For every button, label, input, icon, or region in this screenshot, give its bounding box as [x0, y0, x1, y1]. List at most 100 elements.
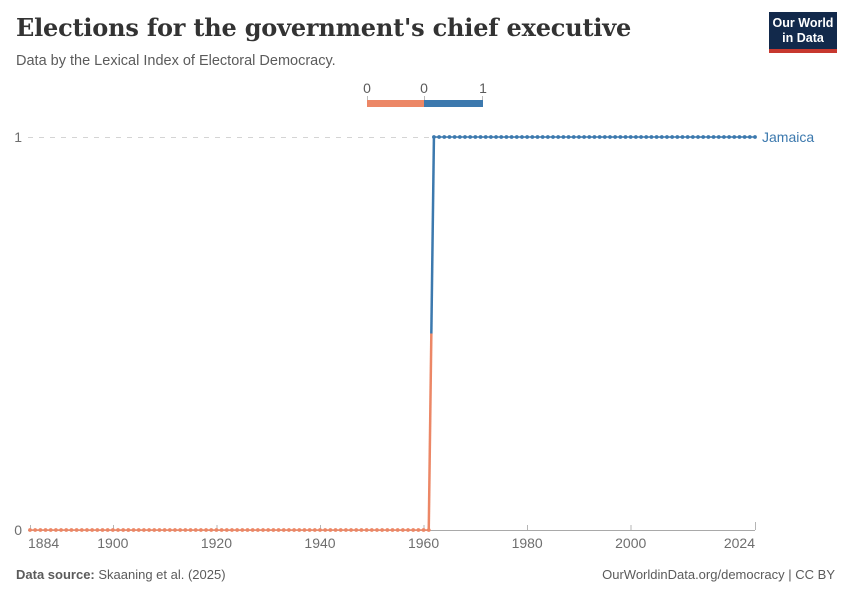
transition-line	[430, 136, 436, 334]
data-point	[421, 528, 426, 532]
data-point	[343, 528, 348, 532]
data-point	[411, 528, 416, 532]
chart-footer: Data source: Skaaning et al. (2025) OurW…	[16, 567, 835, 582]
data-point	[90, 528, 95, 532]
data-point	[659, 135, 664, 139]
data-point	[95, 528, 100, 532]
data-point	[706, 135, 711, 139]
data-point	[582, 135, 587, 139]
legend-tick	[367, 96, 368, 100]
legend-label-2: 1	[479, 80, 487, 96]
data-point	[395, 528, 400, 532]
data-source-label: Data source:	[16, 567, 95, 582]
data-point	[577, 135, 581, 139]
page-title: Elections for the government's chief exe…	[16, 13, 632, 42]
transition-line	[427, 333, 433, 531]
data-point	[654, 135, 659, 139]
data-point	[297, 528, 302, 532]
data-point	[665, 135, 669, 139]
data-point	[644, 135, 649, 139]
data-point	[276, 528, 281, 532]
legend-tick	[482, 96, 483, 100]
data-point	[504, 135, 509, 139]
data-point	[359, 528, 364, 532]
data-point	[385, 528, 390, 532]
data-point	[520, 135, 524, 139]
data-point	[147, 528, 152, 532]
data-point	[530, 135, 535, 139]
data-point	[711, 135, 716, 139]
data-point	[33, 528, 38, 532]
data-point	[613, 135, 618, 139]
data-point	[142, 528, 146, 532]
x-tick-label: 1960	[408, 535, 439, 551]
data-point	[333, 528, 338, 532]
data-point	[742, 135, 747, 139]
data-point	[193, 528, 198, 532]
data-point	[74, 528, 79, 532]
owid-logo-line2: in Data	[782, 31, 824, 45]
data-point	[375, 528, 379, 532]
data-point	[43, 528, 48, 532]
data-point	[447, 135, 452, 139]
data-point	[473, 135, 478, 139]
data-point	[437, 135, 442, 139]
data-point	[390, 528, 395, 532]
data-point	[545, 135, 550, 139]
data-point	[690, 135, 695, 139]
data-point	[722, 135, 726, 139]
data-point	[261, 528, 265, 532]
data-point	[618, 135, 623, 139]
data-point	[157, 528, 162, 532]
data-point	[121, 528, 126, 532]
legend-bin-0[interactable]	[367, 100, 424, 107]
data-point	[204, 528, 208, 532]
data-point	[514, 135, 519, 139]
data-source: Data source: Skaaning et al. (2025)	[16, 567, 226, 582]
data-point	[235, 528, 240, 532]
data-point	[240, 528, 245, 532]
data-point	[271, 528, 276, 532]
data-point	[292, 528, 297, 532]
owid-link[interactable]: OurWorldinData.org/democracy | CC BY	[602, 567, 835, 582]
x-tick-label: 2000	[615, 535, 646, 551]
data-point	[188, 528, 193, 532]
data-point	[675, 135, 680, 139]
data-point	[628, 135, 633, 139]
data-point	[178, 528, 183, 532]
data-point	[85, 528, 89, 532]
data-point	[349, 528, 353, 532]
data-point	[488, 135, 493, 139]
data-point	[452, 135, 457, 139]
data-point	[432, 135, 436, 139]
data-point	[571, 135, 576, 139]
data-point	[608, 135, 612, 139]
page-subtitle: Data by the Lexical Index of Electoral D…	[16, 53, 336, 69]
legend-bin-1[interactable]	[424, 100, 483, 107]
data-point	[105, 528, 110, 532]
data-point	[623, 135, 628, 139]
data-point	[380, 528, 385, 532]
entity-label[interactable]: Jamaica	[762, 129, 814, 145]
data-point	[307, 528, 312, 532]
data-point	[680, 135, 685, 139]
owid-logo[interactable]: Our World in Data	[769, 12, 837, 53]
data-point	[302, 528, 307, 532]
data-point	[100, 528, 105, 532]
data-series	[28, 135, 757, 532]
data-point	[38, 528, 43, 532]
data-point	[685, 135, 690, 139]
data-point	[162, 528, 167, 532]
data-point	[48, 528, 53, 532]
data-point	[53, 528, 58, 532]
data-point	[442, 135, 447, 139]
data-point	[328, 528, 333, 532]
data-point	[463, 135, 467, 139]
data-point	[354, 528, 359, 532]
x-tick-label: 1884	[28, 535, 59, 551]
data-point	[747, 135, 752, 139]
legend-label-0: 0	[363, 80, 371, 96]
data-point	[551, 135, 555, 139]
